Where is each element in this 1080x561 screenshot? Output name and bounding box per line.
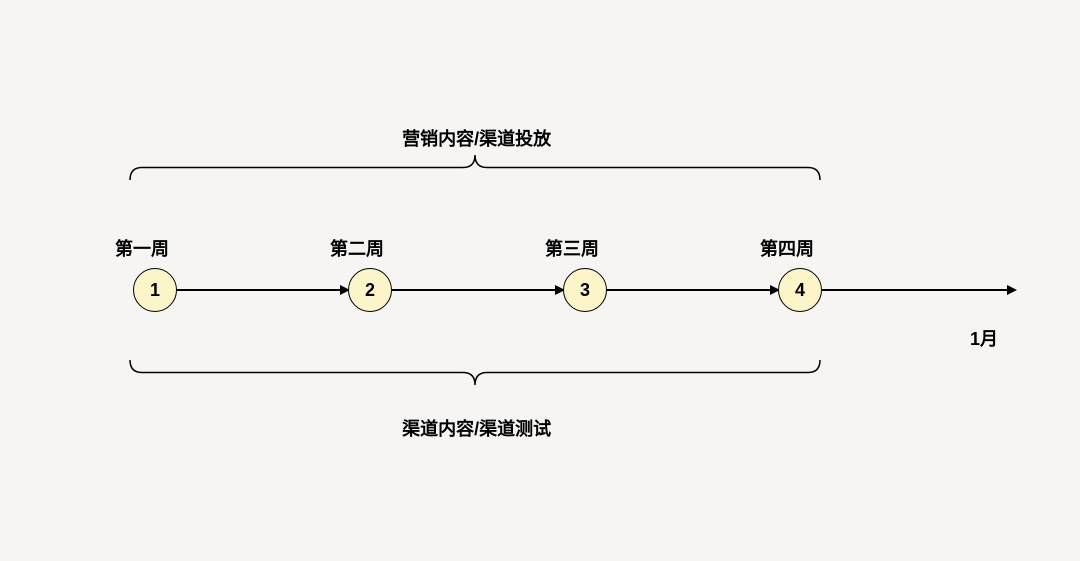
timeline-node-3: 3 bbox=[563, 268, 607, 312]
timeline-node-label-4: 第四周 bbox=[760, 235, 814, 261]
timeline-node-label-3: 第三周 bbox=[545, 235, 599, 261]
axis-label: 1月 bbox=[970, 325, 998, 351]
timeline-diagram: 1 第一周 2 第二周 3 第三周 4 第四周 营销内容/渠道投放渠道内容/渠道测试 1月 bbox=[0, 0, 1080, 561]
timeline-node-1: 1 bbox=[133, 268, 177, 312]
bracket-label-top: 营销内容/渠道投放 bbox=[402, 125, 551, 151]
timeline-node-2: 2 bbox=[348, 268, 392, 312]
timeline-node-label-2: 第二周 bbox=[330, 235, 384, 261]
timeline-node-4: 4 bbox=[778, 268, 822, 312]
bracket-label-bottom: 渠道内容/渠道测试 bbox=[402, 415, 551, 441]
timeline-node-label-1: 第一周 bbox=[115, 235, 169, 261]
